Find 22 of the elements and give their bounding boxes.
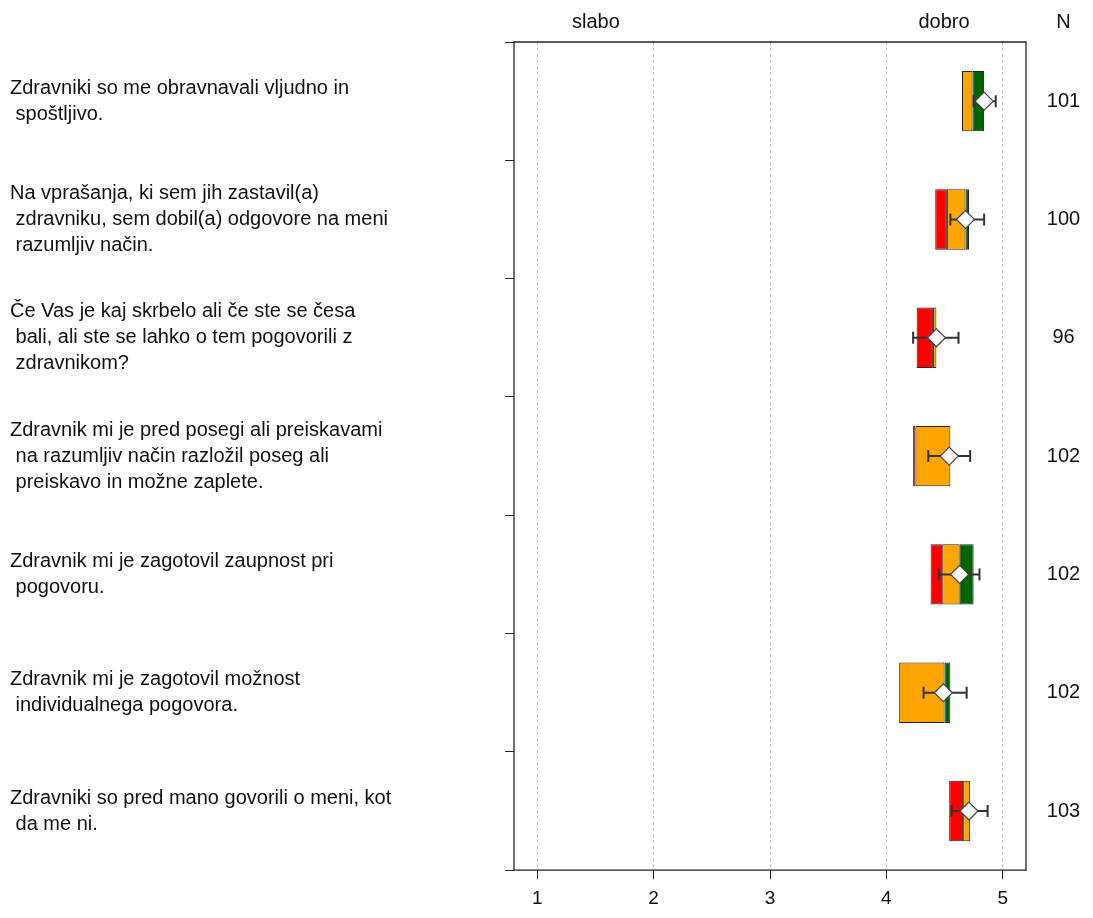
y-tick-label: Zdravnik mi je pred posegi ali preiskavami na razumljiv način razložil poseg ali preiskavo in možne zaplete. [10, 417, 383, 492]
text: 103 [1046, 798, 1081, 821]
x-tick-label: 2 [648, 886, 659, 908]
text: 101 [1046, 88, 1081, 111]
text: 102 [1046, 443, 1081, 466]
y-tick-label: Zdravnik mi je zagotovil možnost individualnega pogovora. [10, 667, 301, 716]
text: 102 [1046, 680, 1081, 703]
y-tick-label: Če Vas je kaj skrbelo ali če ste se česa bali, ali ste se lahko o tem pogovorili z zdravnikom? [10, 299, 357, 374]
y-tick-label: Zdravnik mi je zagotovil zaupnost pri pogovoru. [10, 548, 334, 597]
text: N [1056, 9, 1071, 32]
x-tick-label: 1 [531, 886, 543, 908]
text: 96 [1052, 325, 1075, 348]
text: 102 [1046, 561, 1081, 584]
x-tick-label: 5 [997, 886, 1009, 908]
text: 100 [1046, 206, 1081, 229]
x-tick-label: 4 [881, 886, 893, 908]
x-tick-label: 3 [764, 886, 776, 908]
y-tick-label: Zdravniki so pred mano govorili o meni, kot da me ni. [10, 785, 392, 834]
text: slabo [572, 9, 620, 32]
y-tick-label: Zdravniki so me obravnavali vljudno in spoštljivo. [10, 75, 350, 124]
y-tick-label: Na vprašanja, ki sem jih zastavil(a) zdravniku, sem dobil(a) odgovore na meni razumljiv način. [10, 180, 388, 255]
text: dobro [918, 9, 970, 32]
